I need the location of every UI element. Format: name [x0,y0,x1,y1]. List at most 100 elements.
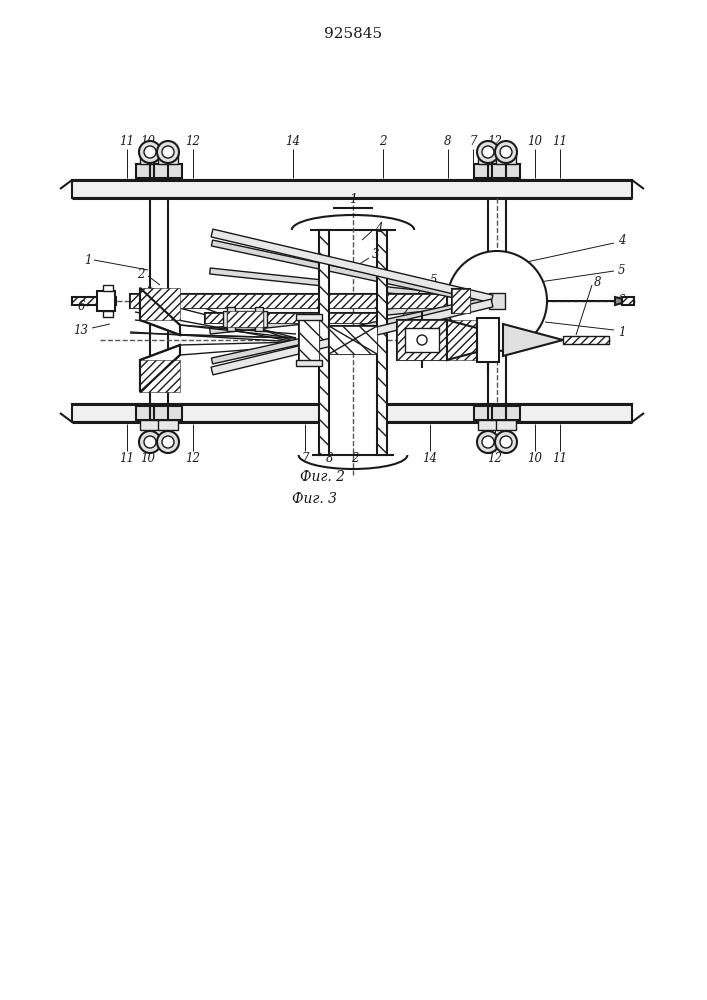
Polygon shape [140,345,180,392]
Text: 11: 11 [119,452,134,465]
Text: 3: 3 [372,248,380,261]
Text: 2: 2 [351,452,358,465]
Bar [205,313,380,323]
Bar [97,291,115,311]
Bar [447,320,477,360]
Bar [227,311,263,327]
Bar [563,336,609,344]
Text: Фиг. 3: Фиг. 3 [293,492,337,506]
Bar [140,154,160,164]
Bar [397,320,447,360]
Bar [478,420,498,430]
Circle shape [477,431,499,453]
Bar [496,420,516,430]
Bar [72,297,116,305]
Bar [136,406,164,420]
Polygon shape [210,298,492,334]
Bar [299,320,319,360]
Bar [136,164,164,178]
Bar [72,404,632,422]
Bar [319,230,329,455]
Text: 7: 7 [469,135,477,148]
Circle shape [500,436,512,448]
Text: 6: 6 [78,300,85,312]
Bar [158,154,178,164]
Polygon shape [211,299,493,375]
Text: Фиг. 2: Фиг. 2 [300,470,346,484]
Bar [452,289,470,313]
Polygon shape [140,288,180,335]
Bar [329,230,377,455]
Text: 1: 1 [349,193,357,206]
Bar [377,230,387,455]
Bar [158,420,178,430]
Text: 12: 12 [185,452,201,465]
Bar [477,318,499,362]
Text: 10: 10 [527,452,542,465]
Text: 11: 11 [119,135,134,148]
Polygon shape [447,320,477,360]
Bar [255,307,263,331]
Bar [563,336,609,344]
Bar [130,294,495,308]
Text: 1: 1 [618,326,626,338]
Circle shape [144,146,156,158]
Bar [474,164,502,178]
Bar [72,297,116,305]
Text: 10: 10 [141,135,156,148]
Bar [140,288,180,320]
Circle shape [139,431,161,453]
Text: 12: 12 [488,135,503,148]
Bar [296,314,322,320]
Circle shape [500,146,512,158]
Bar [140,360,180,392]
Bar [397,320,447,360]
Text: 925845: 925845 [324,27,382,41]
Bar [496,154,516,164]
Text: 5: 5 [430,273,438,286]
Bar [227,307,235,331]
Bar [72,180,632,198]
Circle shape [447,251,547,351]
Circle shape [162,436,174,448]
Text: 7: 7 [301,452,309,465]
Bar [377,230,387,455]
Text: 1: 1 [85,253,92,266]
Text: 6: 6 [618,294,626,306]
Text: 12: 12 [488,452,503,465]
Bar [154,406,182,420]
Circle shape [157,431,179,453]
Text: 10: 10 [141,452,156,465]
Text: 10: 10 [527,135,542,148]
Bar [474,406,502,420]
Bar [205,313,380,323]
Circle shape [162,146,174,158]
Circle shape [477,141,499,163]
Bar [329,326,377,354]
Text: 2: 2 [379,135,387,148]
Polygon shape [503,324,563,356]
Polygon shape [211,240,493,306]
Bar [154,164,182,178]
Text: 2: 2 [137,267,145,280]
Text: 14: 14 [286,135,300,148]
Text: 4: 4 [618,233,626,246]
Bar [223,311,267,327]
Bar [452,289,470,313]
Circle shape [482,146,494,158]
Bar [492,406,520,420]
Polygon shape [615,297,630,305]
Circle shape [482,436,494,448]
Text: 8: 8 [444,135,452,148]
Bar [478,154,498,164]
Bar [140,420,160,430]
Bar [405,328,439,352]
Bar [319,230,329,455]
Bar [296,360,322,366]
Text: 14: 14 [423,452,438,465]
Polygon shape [210,268,492,304]
Text: 11: 11 [552,135,568,148]
Text: 8: 8 [594,275,602,288]
Bar [622,297,634,305]
Circle shape [495,431,517,453]
